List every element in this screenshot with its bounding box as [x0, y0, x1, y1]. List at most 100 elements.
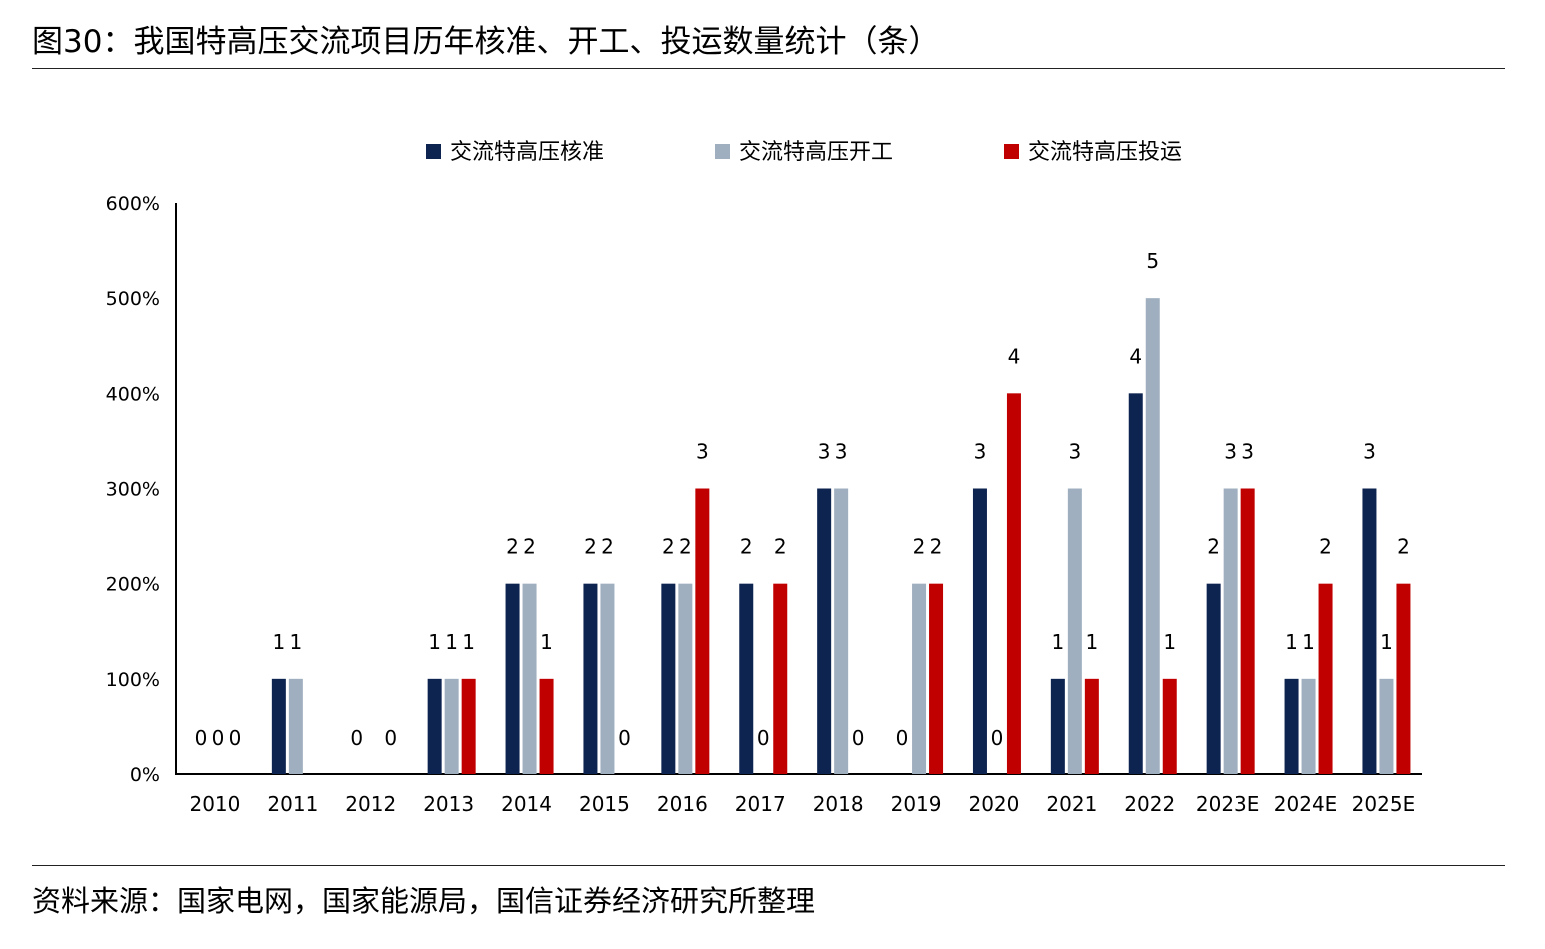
source-note: 资料来源：国家电网，国家能源局，国信证券经济研究所整理 — [32, 884, 816, 918]
bar-approved — [1128, 393, 1143, 774]
x-tick-label: 2024E — [1274, 792, 1338, 816]
bar-commissioned — [1006, 393, 1021, 774]
source-divider — [32, 865, 1505, 866]
bar-approved — [1284, 678, 1299, 774]
data-label-zero: 0 — [991, 726, 1004, 750]
x-tick-label: 2011 — [267, 792, 318, 816]
bar-approved — [739, 583, 754, 774]
data-label: 1 — [272, 630, 285, 654]
data-label: 1 — [428, 630, 441, 654]
bar-approved — [661, 583, 676, 774]
bar-started — [834, 488, 849, 774]
bar-approved — [271, 678, 286, 774]
y-tick-label: 500% — [106, 288, 160, 310]
data-label: 3 — [696, 440, 709, 464]
x-tick-label: 2014 — [501, 792, 552, 816]
legend-swatch-approved — [426, 144, 441, 159]
bar-started — [912, 583, 927, 774]
data-label: 2 — [584, 535, 597, 559]
data-label: 1 — [1302, 630, 1315, 654]
chart-title: 图30：我国特高压交流项目历年核准、开工、投运数量统计（条） — [32, 24, 940, 60]
bar-approved — [1050, 678, 1065, 774]
data-label: 3 — [835, 440, 848, 464]
data-label: 3 — [1363, 440, 1376, 464]
data-label: 2 — [1397, 535, 1410, 559]
bar-commissioned — [461, 678, 476, 774]
bar-approved — [427, 678, 442, 774]
bar-started — [1067, 488, 1082, 774]
data-label: 2 — [1319, 535, 1332, 559]
y-tick-label: 300% — [106, 479, 160, 501]
bar-started — [1379, 678, 1394, 774]
x-tick-label: 2023E — [1196, 792, 1260, 816]
data-label: 1 — [1085, 630, 1098, 654]
bar-commissioned — [1396, 583, 1411, 774]
data-label-zero: 0 — [195, 726, 208, 750]
bar-commissioned — [929, 583, 944, 774]
data-label: 5 — [1146, 249, 1159, 273]
bar-commissioned — [1084, 678, 1099, 774]
data-label-zero: 0 — [350, 726, 363, 750]
x-tick-label: 2025E — [1352, 792, 1416, 816]
title-divider — [32, 68, 1505, 69]
x-tick-label: 2019 — [891, 792, 942, 816]
bar-commissioned — [773, 583, 788, 774]
bar-started — [288, 678, 303, 774]
data-label: 2 — [930, 535, 943, 559]
data-label: 3 — [974, 440, 987, 464]
bar-approved — [817, 488, 832, 774]
legend-swatch-commissioned — [1004, 144, 1019, 159]
x-tick-label: 2016 — [657, 792, 708, 816]
x-tick-label: 2015 — [579, 792, 630, 816]
bar-commissioned — [1240, 488, 1255, 774]
data-label: 3 — [818, 440, 831, 464]
x-tick-label: 2017 — [735, 792, 786, 816]
bar-approved — [505, 583, 520, 774]
x-tick-label: 2022 — [1124, 792, 1175, 816]
bar-commissioned — [539, 678, 554, 774]
data-label: 4 — [1008, 344, 1021, 368]
bar-started — [522, 583, 537, 774]
x-tick-label: 2010 — [189, 792, 240, 816]
data-label: 1 — [445, 630, 458, 654]
data-label: 1 — [540, 630, 553, 654]
data-label: 2 — [913, 535, 926, 559]
legend-label-commissioned: 交流特高压投运 — [1028, 140, 1182, 165]
data-label: 4 — [1129, 344, 1142, 368]
data-label: 2 — [679, 535, 692, 559]
y-tick-label: 100% — [106, 669, 160, 691]
bar-started — [1145, 298, 1160, 774]
x-tick-label: 2021 — [1046, 792, 1097, 816]
bar-commissioned — [1318, 583, 1333, 774]
data-label-zero: 0 — [618, 726, 631, 750]
data-label: 3 — [1224, 440, 1237, 464]
bar-approved — [1206, 583, 1221, 774]
x-tick-label: 2012 — [345, 792, 396, 816]
bar-approved — [1362, 488, 1377, 774]
x-tick-label: 2013 — [423, 792, 474, 816]
data-label: 2 — [506, 535, 519, 559]
data-label: 1 — [1380, 630, 1393, 654]
y-tick-label: 200% — [106, 574, 160, 596]
bar-approved — [583, 583, 598, 774]
data-label-zero: 0 — [384, 726, 397, 750]
data-label: 1 — [1163, 630, 1176, 654]
bar-started — [678, 583, 693, 774]
data-label: 2 — [662, 535, 675, 559]
data-label: 1 — [1285, 630, 1298, 654]
data-label: 3 — [1068, 440, 1081, 464]
data-label: 3 — [1241, 440, 1254, 464]
data-label-zero: 0 — [229, 726, 242, 750]
bar-started — [1301, 678, 1316, 774]
bar-commissioned — [695, 488, 710, 774]
data-label-zero: 0 — [852, 726, 865, 750]
data-label: 1 — [1051, 630, 1064, 654]
data-label: 1 — [289, 630, 302, 654]
legend-label-approved: 交流特高压核准 — [450, 140, 604, 165]
y-tick-label: 600% — [106, 193, 160, 215]
data-label-zero: 0 — [757, 726, 770, 750]
data-label: 2 — [740, 535, 753, 559]
bar-commissioned — [1162, 678, 1177, 774]
legend-swatch-started — [715, 144, 730, 159]
